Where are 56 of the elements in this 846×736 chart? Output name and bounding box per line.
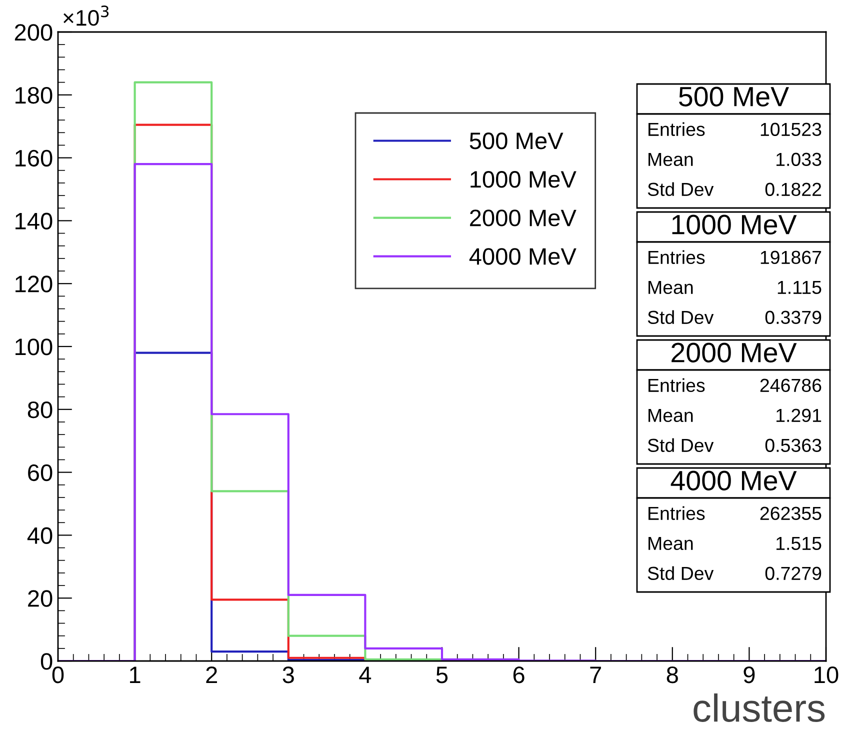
x-tick-label: 4	[359, 666, 372, 683]
x-tick-label: 9	[744, 666, 755, 684]
annotation: 1000 MeV	[672, 214, 797, 234]
annotation: Mean	[648, 408, 693, 422]
y-tick-label: 120	[16, 276, 52, 292]
x-tick-label: 8	[666, 666, 678, 684]
text: ×10$^{3}$	[64, 6, 109, 26]
y-tick-label: 140	[16, 212, 52, 230]
annotation: 0.5363	[765, 438, 822, 452]
annotation: Entries	[648, 506, 705, 520]
annotation: Mean	[648, 152, 693, 166]
annotation: 246786	[760, 378, 822, 392]
annotation: 262355	[760, 506, 822, 520]
annotation: Mean	[648, 536, 693, 550]
annotation: Std Dev	[648, 310, 714, 324]
annotation: 500 MeV	[679, 86, 789, 106]
annotation: Entries	[648, 378, 705, 392]
annotation: Std Dev	[648, 566, 714, 580]
y-tick-label: 200	[14, 24, 52, 41]
legend-label: 500 MeV	[470, 132, 564, 150]
y-tick-label: 20	[28, 590, 52, 607]
annotation: 4000 MeV	[670, 470, 797, 490]
annotation: 0.7279	[765, 566, 822, 580]
legend-label: 2000 MeV	[470, 210, 576, 226]
annotation: 1.515	[776, 536, 822, 550]
y-tick-label: 60	[28, 464, 52, 482]
x-tick-label: 2	[206, 666, 217, 683]
legend-label: 4000 MeV	[469, 248, 576, 265]
annotation: 2000 MeV	[672, 342, 797, 362]
annotation: 101523	[760, 122, 822, 136]
x-tick-label: 0	[52, 666, 64, 684]
y-tick-label: 80	[28, 401, 52, 418]
x-tick-label: 3	[282, 666, 294, 684]
x-tick-label: 5	[436, 666, 448, 684]
annotation: 1.115	[778, 280, 822, 294]
annotation: Std Dev	[648, 182, 714, 196]
y-tick-label: 40	[27, 527, 52, 544]
annotation: Std Dev	[648, 438, 714, 452]
annotation: 1.033	[776, 152, 822, 166]
annotation: Mean	[648, 280, 693, 294]
annotation: 191867	[760, 250, 822, 264]
y-tick-label: 160	[16, 150, 52, 167]
annotation: Entries	[648, 122, 705, 136]
annotation: 0.3379	[765, 310, 822, 324]
x-tick-label: 1	[130, 666, 140, 683]
annotation: 0.1822	[765, 182, 822, 196]
y-tick-label: 0	[40, 653, 52, 670]
y-tick-label: 180	[16, 86, 52, 104]
annotation: 1.291	[776, 408, 822, 422]
x-tick-label: 10	[814, 666, 838, 684]
x-tick-label: 6	[513, 666, 524, 684]
y-tick-label: 100	[16, 338, 52, 356]
annotation: Entries	[648, 250, 705, 264]
x-axis-title: clusters	[694, 693, 825, 722]
legend-label: 1000 MeV	[470, 171, 576, 188]
x-tick-label: 7	[590, 666, 601, 683]
